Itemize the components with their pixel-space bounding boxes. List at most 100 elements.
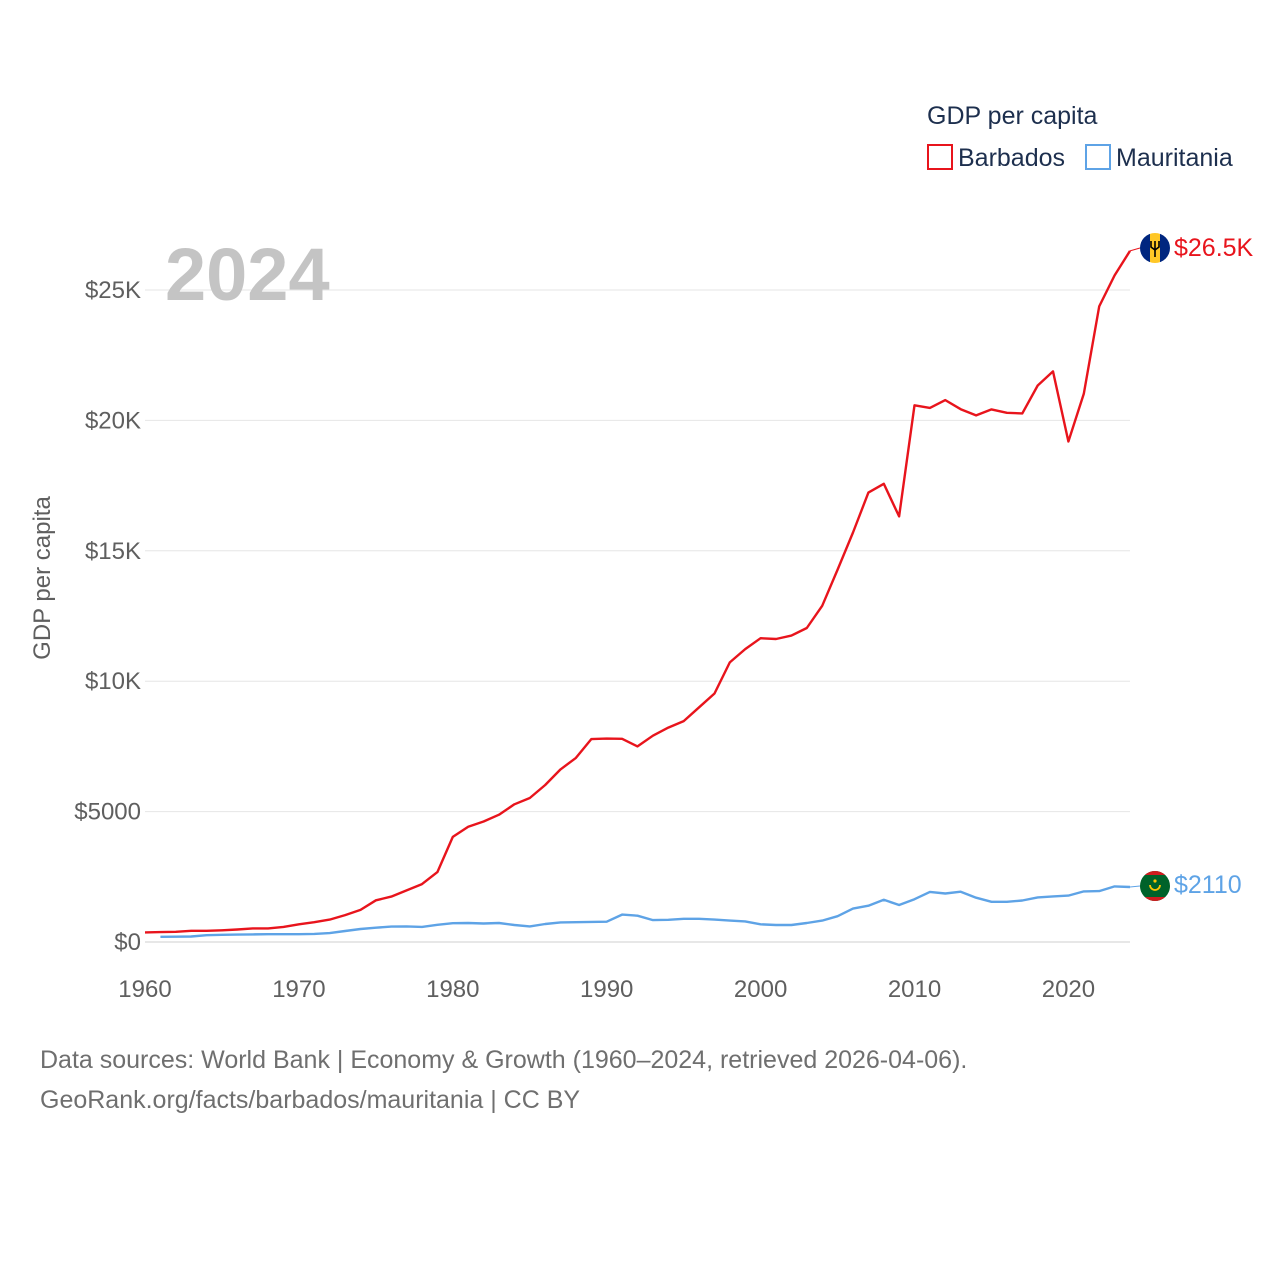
- y-tick-label: $15K: [85, 538, 141, 565]
- x-tick-label: 2000: [734, 976, 787, 1003]
- data-point-mauritania: [806, 922, 808, 924]
- data-point-barbados: [421, 883, 423, 885]
- barbados-end-value: $26.5K: [1174, 234, 1254, 262]
- data-point-mauritania: [960, 891, 962, 893]
- data-point-mauritania: [1098, 890, 1100, 892]
- data-point-barbados: [1037, 384, 1039, 386]
- data-point-mauritania: [313, 933, 315, 935]
- legend-label-mauritania: Mauritania: [1116, 144, 1233, 172]
- data-point-mauritania: [667, 919, 669, 921]
- data-point-mauritania: [252, 933, 254, 935]
- data-point-mauritania: [467, 922, 469, 924]
- data-point-barbados: [898, 515, 900, 517]
- legend-item-mauritania[interactable]: Mauritania: [1085, 144, 1233, 172]
- data-point-barbados: [559, 768, 561, 770]
- data-point-barbados: [482, 820, 484, 822]
- data-point-mauritania: [575, 921, 577, 923]
- y-tick-label: $0: [114, 929, 141, 956]
- legend-item-barbados[interactable]: Barbados: [927, 144, 1065, 172]
- data-point-mauritania: [1067, 894, 1069, 896]
- data-point-mauritania: [205, 934, 207, 936]
- series-line-barbados[interactable]: [144, 250, 1132, 934]
- data-point-mauritania: [913, 898, 915, 900]
- barbados-end-marker: $26.5K: [1140, 233, 1254, 263]
- data-point-barbados: [636, 745, 638, 747]
- data-point-barbados: [729, 661, 731, 663]
- series-line-mauritania[interactable]: [160, 885, 1131, 938]
- y-tick-label: $5000: [74, 799, 141, 826]
- data-point-barbados: [298, 923, 300, 925]
- data-point-barbados: [513, 803, 515, 805]
- mauritania-flag-icon: [1140, 871, 1170, 901]
- mauritania-end-value: $2110: [1174, 871, 1242, 899]
- data-point-barbados: [467, 826, 469, 828]
- data-point-barbados: [744, 648, 746, 650]
- data-point-mauritania: [590, 921, 592, 923]
- data-point-barbados: [590, 738, 592, 740]
- legend-label-barbados: Barbados: [958, 144, 1065, 172]
- data-point-mauritania: [636, 915, 638, 917]
- data-point-mauritania: [744, 920, 746, 922]
- data-point-mauritania: [375, 927, 377, 929]
- data-point-barbados: [1052, 370, 1054, 372]
- data-point-mauritania: [175, 936, 177, 938]
- end-connector-barbados: [1129, 247, 1141, 252]
- data-point-mauritania: [729, 919, 731, 921]
- data-point-barbados: [267, 927, 269, 929]
- data-point-mauritania: [1006, 901, 1008, 903]
- data-point-mauritania: [544, 923, 546, 925]
- footer-link[interactable]: GeoRank.org/facts/barbados/mauritania | …: [40, 1086, 581, 1114]
- data-point-mauritania: [482, 922, 484, 924]
- data-point-barbados: [929, 407, 931, 409]
- data-point-mauritania: [329, 932, 331, 934]
- data-point-barbados: [683, 720, 685, 722]
- data-point-barbados: [1083, 393, 1085, 395]
- gridlines: [145, 289, 1130, 943]
- data-point-mauritania: [159, 936, 161, 938]
- data-point-barbados: [221, 929, 223, 931]
- data-point-mauritania: [867, 905, 869, 907]
- data-point-mauritania: [1037, 896, 1039, 898]
- data-point-mauritania: [759, 923, 761, 925]
- data-point-barbados: [405, 889, 407, 891]
- data-point-barbados: [990, 408, 992, 410]
- data-point-mauritania: [821, 919, 823, 921]
- data-point-barbados: [144, 931, 146, 933]
- data-point-barbados: [452, 836, 454, 838]
- data-point-mauritania: [452, 922, 454, 924]
- data-point-barbados: [713, 692, 715, 694]
- footer-sources: Data sources: World Bank | Economy & Gro…: [40, 1046, 968, 1074]
- data-point-mauritania: [267, 933, 269, 935]
- data-point-mauritania: [190, 935, 192, 937]
- data-point-barbados: [390, 895, 392, 897]
- x-axis-ticks: 1960 1970 1980 1990 2000 2010 2020: [118, 976, 1095, 1003]
- data-point-barbados: [883, 483, 885, 485]
- x-tick-label: 1990: [580, 976, 633, 1003]
- data-point-barbados: [667, 726, 669, 728]
- footer: Data sources: World Bank | Economy & Gro…: [40, 1040, 967, 1120]
- data-point-barbados: [759, 637, 761, 639]
- data-point-mauritania: [944, 892, 946, 894]
- data-point-mauritania: [790, 924, 792, 926]
- series-layer: [144, 247, 1141, 938]
- x-tick-label: 2020: [1042, 976, 1095, 1003]
- data-point-barbados: [1067, 440, 1069, 442]
- data-point-mauritania: [1113, 885, 1115, 887]
- data-point-barbados: [790, 634, 792, 636]
- data-point-mauritania: [883, 899, 885, 901]
- data-point-barbados: [282, 926, 284, 928]
- data-point-mauritania: [359, 928, 361, 930]
- data-point-barbados: [436, 871, 438, 873]
- data-point-mauritania: [298, 933, 300, 935]
- data-point-barbados: [944, 399, 946, 401]
- data-point-mauritania: [559, 921, 561, 923]
- data-point-barbados: [698, 706, 700, 708]
- data-point-barbados: [575, 757, 577, 759]
- data-point-mauritania: [513, 924, 515, 926]
- data-point-mauritania: [683, 918, 685, 920]
- data-point-mauritania: [652, 919, 654, 921]
- data-point-mauritania: [713, 918, 715, 920]
- data-point-barbados: [852, 531, 854, 533]
- mauritania-end-marker: $2110: [1140, 871, 1242, 901]
- data-point-barbados: [1006, 412, 1008, 414]
